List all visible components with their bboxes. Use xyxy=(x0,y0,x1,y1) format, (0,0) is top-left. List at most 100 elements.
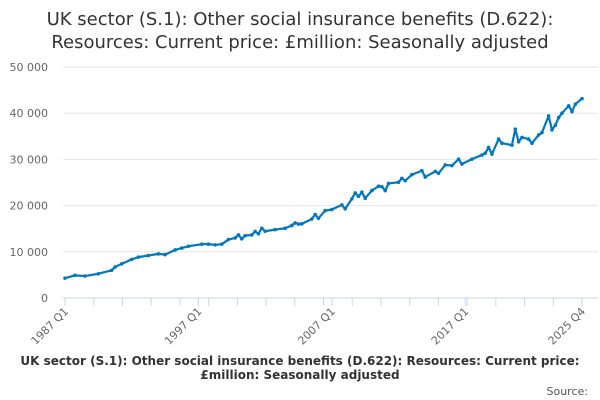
data-point xyxy=(310,217,314,221)
x-tick-label: 2007 Q1 xyxy=(295,305,338,348)
data-point xyxy=(173,248,177,252)
data-point xyxy=(186,244,191,249)
y-tick-label: 40 000 xyxy=(10,107,49,120)
data-point xyxy=(380,184,384,189)
data-point xyxy=(206,242,211,246)
data-point xyxy=(363,196,367,201)
data-point xyxy=(513,127,518,131)
data-point xyxy=(296,222,301,226)
data-point xyxy=(179,246,184,250)
data-point xyxy=(400,176,404,181)
data-point xyxy=(386,181,391,186)
data-point xyxy=(253,229,257,234)
data-point xyxy=(383,188,388,193)
data-point xyxy=(330,207,334,212)
y-tick-label: 10 000 xyxy=(10,246,49,259)
line-chart: 0 10 000 20 000 30 000 40 000 50 000 1987 Q1 19… xyxy=(10,61,598,348)
data-point xyxy=(83,274,87,278)
data-point xyxy=(560,111,564,115)
data-point xyxy=(300,222,304,226)
data-point xyxy=(109,268,114,273)
data-point xyxy=(520,135,524,140)
data-point xyxy=(370,188,374,193)
data-point xyxy=(546,114,551,118)
data-point xyxy=(450,163,454,168)
data-point xyxy=(423,175,428,179)
data-point xyxy=(530,141,534,146)
series-line xyxy=(64,97,583,280)
data-point xyxy=(340,203,344,207)
footer-title: UK sector (S.1): Other social insurance … xyxy=(20,354,580,382)
data-point xyxy=(436,171,441,176)
data-point xyxy=(313,212,317,217)
data-point xyxy=(290,223,294,228)
data-point xyxy=(263,229,267,234)
y-tick-label: 50 000 xyxy=(10,61,49,74)
data-point xyxy=(129,257,134,262)
data-point xyxy=(573,102,578,106)
data-point xyxy=(516,140,521,144)
data-point xyxy=(396,180,401,185)
data-point xyxy=(136,255,141,259)
data-point xyxy=(566,104,571,108)
data-point xyxy=(570,109,574,114)
x-tick-label: 1987 Q1 xyxy=(29,305,72,348)
data-point xyxy=(256,231,261,236)
data-point xyxy=(236,233,241,237)
data-point xyxy=(199,242,204,246)
data-point xyxy=(283,226,287,231)
data-point xyxy=(536,133,541,137)
x-tick-label: 2025 Q4 xyxy=(546,305,589,348)
data-point xyxy=(456,157,461,161)
data-point xyxy=(433,169,438,174)
data-point xyxy=(156,252,161,256)
data-point xyxy=(553,123,558,128)
data-point xyxy=(119,262,124,266)
data-point xyxy=(293,221,297,225)
data-point xyxy=(350,197,354,201)
data-point xyxy=(343,207,347,211)
data-point xyxy=(540,130,544,135)
data-point xyxy=(486,145,491,150)
data-point xyxy=(360,190,364,195)
y-tick-label: 30 000 xyxy=(10,153,49,166)
data-point xyxy=(226,237,231,242)
data-point xyxy=(96,271,101,276)
data-point xyxy=(219,242,224,246)
y-tick-label: 0 xyxy=(41,292,48,305)
data-point xyxy=(63,276,67,280)
data-point xyxy=(376,184,381,188)
data-point xyxy=(249,233,254,237)
data-point xyxy=(550,128,554,132)
data-point xyxy=(500,141,504,146)
data-point xyxy=(470,157,474,161)
data-point xyxy=(239,237,244,241)
data-point xyxy=(443,163,448,167)
data-point xyxy=(496,137,501,141)
data-point xyxy=(163,252,167,257)
data-point xyxy=(410,172,414,177)
x-tick-label: 2017 Q1 xyxy=(429,305,472,348)
data-point xyxy=(316,216,321,221)
data-point xyxy=(323,208,327,213)
data-point xyxy=(556,115,561,120)
data-point xyxy=(213,243,217,247)
data-point xyxy=(113,265,117,269)
x-tick-label: 1997 Q1 xyxy=(162,305,205,348)
data-point xyxy=(73,273,77,278)
data-point xyxy=(460,162,464,166)
data-point xyxy=(146,253,151,258)
data-point xyxy=(353,191,357,195)
chart-title: UK sector (S.1): Other social insurance … xyxy=(46,9,554,53)
data-point xyxy=(483,151,488,155)
data-point xyxy=(580,96,584,101)
data-point xyxy=(480,153,484,157)
data-point xyxy=(403,178,408,183)
y-tick-label: 20 000 xyxy=(10,200,49,213)
data-point xyxy=(420,168,424,173)
data-point xyxy=(510,143,514,147)
source-label: Source: xyxy=(546,385,589,398)
data-point xyxy=(233,236,237,240)
data-point xyxy=(243,233,247,238)
data-point xyxy=(273,227,277,232)
